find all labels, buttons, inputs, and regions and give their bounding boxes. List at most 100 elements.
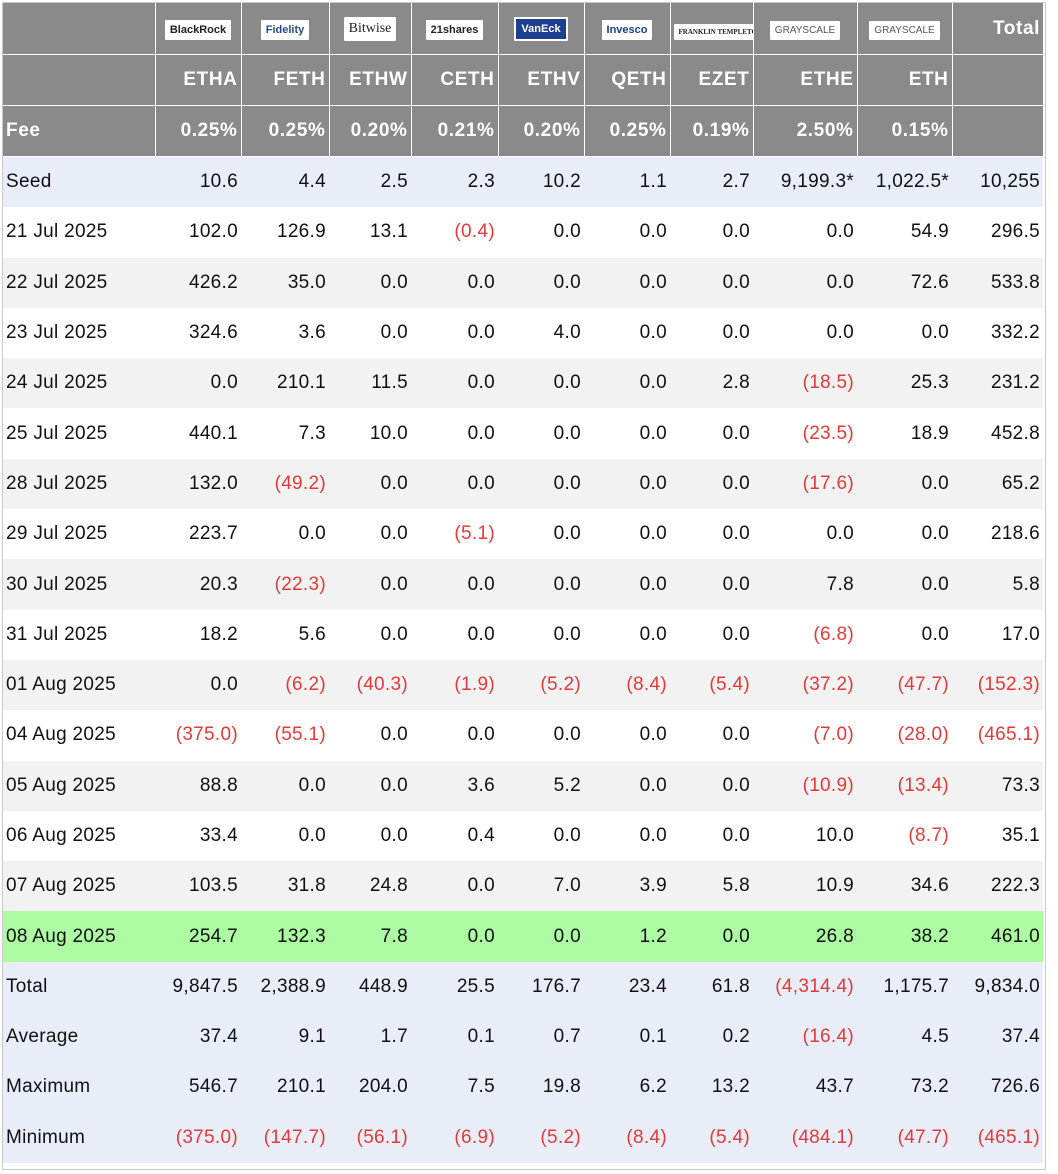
daily-flow-row: 22 Jul 2025 426.2 35.0 0.0 0.0 0.0 0.0 0.0 0.0 72… [3, 257, 1043, 308]
row-total-cell: 17.0 [952, 609, 1043, 660]
flow-cell: 0.0 [241, 509, 329, 560]
daily-flow-row: 28 Jul 2025 132.0 (49.2) 0.0 0.0 0.0 0.0 0.0 (17… [3, 458, 1043, 510]
flow-cell: 0.0 [857, 609, 952, 660]
flow-cell: 9,847.5 [155, 961, 241, 1013]
flow-cell: 0.0 [498, 609, 584, 660]
flow-cell: (40.3) [329, 659, 411, 711]
flow-cell: 35.0 [241, 257, 329, 308]
flow-cell: (55.1) [241, 710, 329, 761]
row-label: 25 Jul 2025 [3, 408, 155, 459]
fee-ezet: 0.19% [669, 105, 753, 157]
fee-feth: 0.25% [240, 105, 329, 157]
ticker-eth: ETH [856, 54, 952, 106]
row-label: 04 Aug 2025 [3, 710, 155, 761]
flow-cell: 0.0 [584, 810, 670, 862]
flow-cell: 4.4 [241, 156, 329, 208]
flow-cell: 3.9 [584, 861, 670, 912]
flow-cell: 43.7 [753, 1062, 857, 1113]
flow-cell: (47.7) [857, 1112, 952, 1163]
flow-cell: (484.1) [753, 1112, 857, 1163]
flow-cell: 24.8 [329, 861, 411, 912]
flow-cell: 0.0 [241, 760, 329, 811]
row-label: 31 Jul 2025 [3, 609, 155, 660]
flow-cell: 0.0 [329, 609, 411, 660]
seed-row: Seed 10.6 4.4 2.5 2.3 10.2 1.1 2.7 9,199.3* 1,022… [3, 156, 1043, 208]
flow-cell: 10.0 [753, 810, 857, 862]
franklin-templeton-logo: FRANKLIN TEMPLETON [673, 23, 753, 40]
flow-cell: 0.0 [670, 207, 753, 258]
daily-flow-row: 04 Aug 2025 (375.0) (55.1) 0.0 0.0 0.0 0.0 0.0(… [3, 710, 1043, 761]
flow-cell: 5.6 [241, 609, 329, 660]
ticker-qeth: QETH [583, 54, 670, 106]
flow-cell: 11.5 [329, 358, 411, 409]
flow-cell: 7.0 [498, 861, 584, 912]
fee-etha: 0.25% [154, 105, 241, 157]
flow-cell: 0.2 [670, 1012, 753, 1063]
flow-cell: 0.0 [584, 458, 670, 510]
flow-cell: 0.0 [857, 509, 952, 560]
flow-cell: (5.2) [498, 1112, 584, 1163]
flow-cell: 0.0 [411, 257, 498, 308]
flow-cell: 0.0 [670, 911, 753, 962]
flow-cell: 7.5 [411, 1062, 498, 1113]
flow-cell: 9.1 [241, 1012, 329, 1063]
fee-ethv: 0.20% [497, 105, 584, 157]
flow-cell: 4.5 [857, 1012, 952, 1063]
flow-cell: (5.2) [498, 659, 584, 711]
flow-cell: 440.1 [155, 408, 241, 459]
flow-cell: 132.0 [155, 458, 241, 510]
flow-cell: 0.0 [329, 458, 411, 510]
flow-cell: 33.4 [155, 810, 241, 862]
flow-cell: (28.0) [857, 710, 952, 761]
flow-cell: 0.0 [411, 710, 498, 761]
flow-cell: 176.7 [498, 961, 584, 1013]
flow-cell: 13.1 [329, 207, 411, 258]
flow-cell: 1.1 [584, 156, 670, 208]
flow-cell: 0.0 [411, 559, 498, 610]
flow-cell: 0.0 [498, 559, 584, 610]
fee-label: Fee [3, 105, 155, 157]
flow-cell: 0.0 [670, 810, 753, 862]
flow-cell: 0.0 [670, 458, 753, 510]
row-label: 05 Aug 2025 [3, 760, 155, 811]
flow-cell: (5.4) [670, 1112, 753, 1163]
flow-cell: 0.0 [498, 710, 584, 761]
flow-cell: 18.2 [155, 609, 241, 660]
flow-cell: 0.0 [329, 257, 411, 308]
flow-cell: 223.7 [155, 509, 241, 560]
blackrock-logo: BlackRock [164, 20, 232, 40]
ticker-etha: ETHA [154, 54, 241, 106]
flow-cell: 0.0 [329, 760, 411, 811]
summary-row: Average 37.4 9.1 1.7 0.1 0.7 0.1 0.2 (16.4) 4.5 37… [3, 1012, 1043, 1063]
flow-cell: (10.9) [753, 760, 857, 811]
fee-ceth: 0.21% [410, 105, 498, 157]
ticker-ceth: CETH [410, 54, 498, 106]
flow-cell: 0.0 [670, 760, 753, 811]
row-total-cell: (152.3) [952, 659, 1043, 711]
ticker-ethw: ETHW [328, 54, 411, 106]
flow-cell: 0.0 [670, 609, 753, 660]
ticker-corner [3, 54, 155, 106]
flow-cell: 25.3 [857, 358, 952, 409]
row-label: Maximum [3, 1062, 155, 1113]
flow-cell: 0.0 [498, 509, 584, 560]
flow-cell: (1.9) [411, 659, 498, 711]
daily-flow-row: 08 Aug 2025 254.7 132.3 7.8 0.0 0.0 1.2 0.0 26.8… [3, 911, 1043, 962]
flow-cell: 38.2 [857, 911, 952, 962]
flow-cell: 0.0 [329, 307, 411, 359]
flow-cell: 23.4 [584, 961, 670, 1013]
row-total-cell: (465.1) [952, 710, 1043, 761]
row-label: 07 Aug 2025 [3, 861, 155, 912]
flow-cell: 0.0 [670, 509, 753, 560]
invesco-logo: Invesco [601, 20, 653, 40]
flow-cell: 73.2 [857, 1062, 952, 1113]
flow-cell: 2,388.9 [241, 961, 329, 1013]
flow-cell: 61.8 [670, 961, 753, 1013]
flow-cell: 2.7 [670, 156, 753, 208]
flow-cell: (4,314.4) [753, 961, 857, 1013]
flow-cell: 0.0 [411, 911, 498, 962]
flow-cell: 0.0 [584, 307, 670, 359]
flow-cell: 18.9 [857, 408, 952, 459]
row-total-cell: 296.5 [952, 207, 1043, 258]
flow-cell: 1,022.5* [857, 156, 952, 208]
